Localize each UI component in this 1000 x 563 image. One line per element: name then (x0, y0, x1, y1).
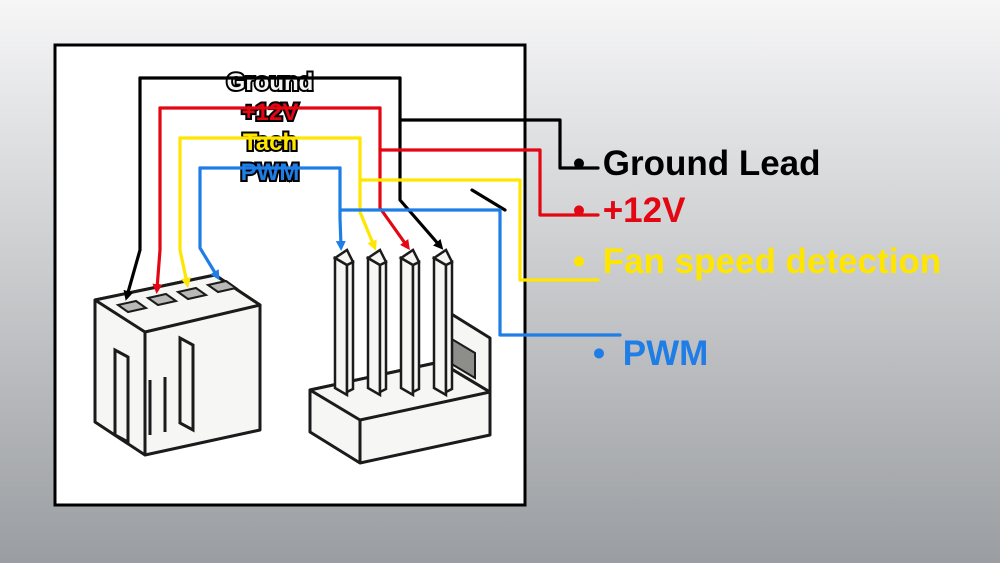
legend-item-ground: • Ground Lead (565, 145, 821, 184)
legend-text-v12: +12V (603, 191, 686, 230)
svg-text:PWM: PWM (241, 159, 300, 186)
legend-item-tach: • Fan speed detection (565, 243, 945, 282)
legend-item-pwm: • PWM (585, 335, 708, 374)
bullet-tach: • (565, 243, 593, 282)
bullet-v12: • (565, 192, 593, 231)
bullet-ground: • (565, 145, 593, 184)
bullet-pwm: • (585, 335, 613, 374)
svg-text:+12V: +12V (242, 99, 299, 126)
legend-text-tach: Fan speed detection (603, 242, 941, 281)
diagram-svg: Ground +12V Tach PWM (0, 0, 1000, 563)
legend-item-v12: • +12V (565, 192, 685, 231)
legend-text-pwm: PWM (623, 334, 709, 373)
svg-text:Ground: Ground (227, 69, 314, 96)
svg-text:Tach: Tach (243, 129, 297, 156)
legend-text-ground: Ground Lead (603, 144, 821, 183)
diagram-canvas: Ground +12V Tach PWM • Ground Lead • +12V •… (0, 0, 1000, 563)
